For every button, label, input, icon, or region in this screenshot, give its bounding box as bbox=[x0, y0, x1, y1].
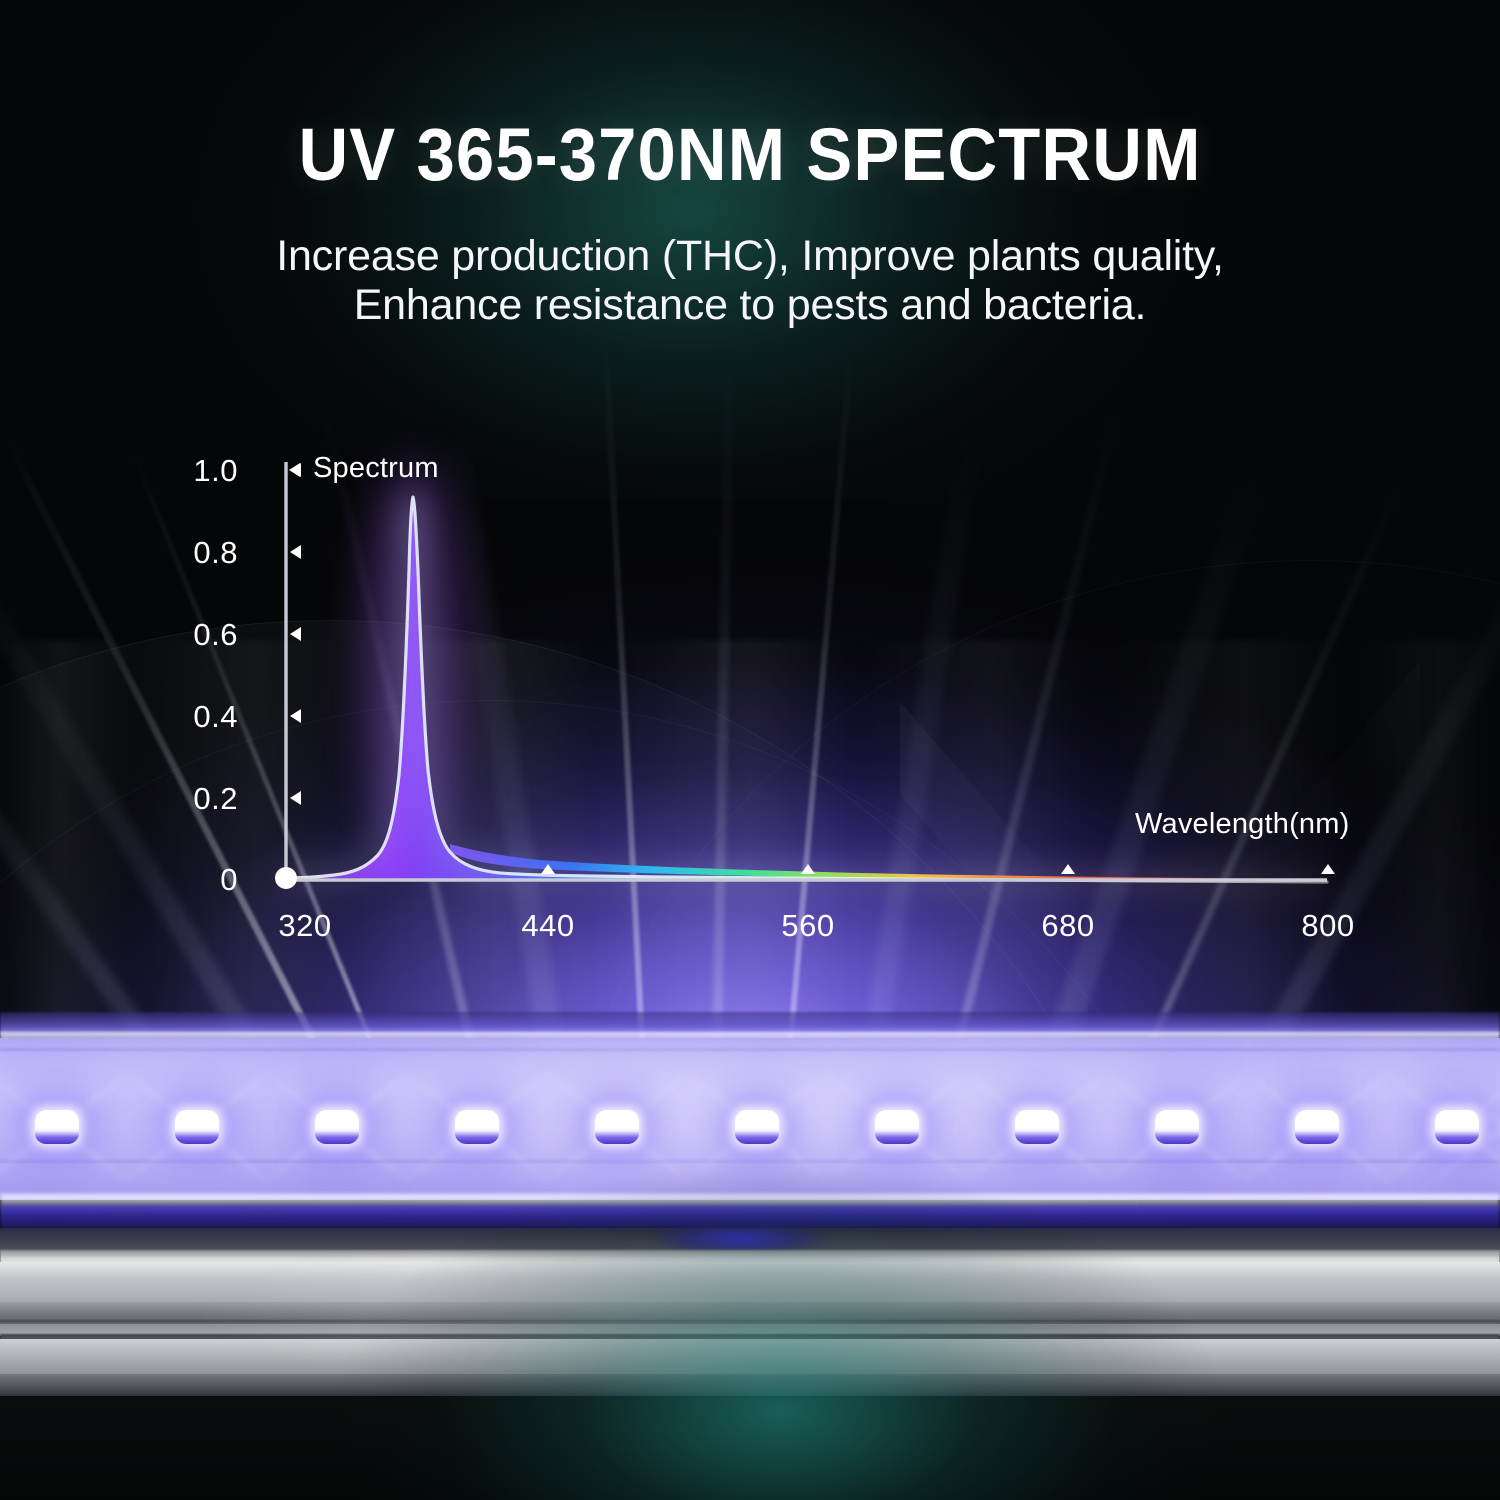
y-tick-label-0: 0 bbox=[220, 862, 238, 897]
x-tick-label-440: 440 bbox=[521, 908, 575, 943]
triangle-left-icon-y-0-6 bbox=[290, 627, 301, 641]
y-tick-label-0-6: 0.6 bbox=[193, 617, 238, 652]
uv-led-bar-fixture bbox=[0, 1012, 1500, 1234]
x-tick-label-800: 800 bbox=[1301, 908, 1355, 943]
circle-icon-origin bbox=[275, 867, 297, 889]
led-chip-7 bbox=[875, 1110, 919, 1144]
led-bar-groove-top bbox=[0, 1048, 1500, 1051]
x-tick-label-320: 320 bbox=[278, 908, 332, 943]
y-tick-label-0-2: 0.2 bbox=[193, 781, 238, 816]
y-tick-label-1-0: 1.0 bbox=[193, 453, 238, 488]
y-tick-label-0-8: 0.8 bbox=[193, 535, 238, 570]
triangle-left-icon-y-0-2 bbox=[290, 791, 301, 805]
y-tick-label-0-4: 0.4 bbox=[193, 699, 238, 734]
triangle-left-icon-y-0-8 bbox=[290, 545, 301, 559]
subtitle-line-1: Increase production (THC), Improve plant… bbox=[276, 232, 1224, 280]
led-chip-8 bbox=[1015, 1110, 1059, 1144]
triangle-up-icon-x-800 bbox=[1321, 864, 1335, 874]
page-title: UV 365-370NM SPECTRUM bbox=[298, 113, 1202, 196]
x-tick-label-680: 680 bbox=[1041, 908, 1095, 943]
page-subtitle: Increase production (THC), Improve plant… bbox=[0, 232, 1500, 330]
triangle-up-icon-x-440 bbox=[541, 864, 555, 874]
legend-label-spectrum: Spectrum bbox=[313, 452, 439, 484]
led-bar-top-shadow bbox=[0, 1012, 1500, 1034]
led-chip-2 bbox=[175, 1110, 219, 1144]
led-chip-9 bbox=[1155, 1110, 1199, 1144]
led-chip-1 bbox=[35, 1110, 79, 1144]
triangle-left-icon-legend bbox=[289, 463, 300, 477]
heatsink-sheen bbox=[0, 1250, 1500, 1378]
led-chip-10 bbox=[1295, 1110, 1339, 1144]
led-bar-top-edge bbox=[0, 1032, 1500, 1041]
triangle-left-icon-y-0-4 bbox=[290, 709, 301, 723]
spectrum-tail-band bbox=[450, 844, 1327, 882]
spectrum-curve-fill bbox=[285, 497, 1327, 882]
led-chip-4 bbox=[455, 1110, 499, 1144]
bottom-dark-area bbox=[0, 1396, 1500, 1500]
led-chip-6 bbox=[735, 1110, 779, 1144]
led-chip-11 bbox=[1435, 1110, 1479, 1144]
aluminum-heatsink bbox=[0, 1228, 1500, 1402]
x-tick-label-560: 560 bbox=[781, 908, 835, 943]
subtitle-line-2: Enhance resistance to pests and bacteria… bbox=[353, 281, 1147, 330]
triangle-up-icon-x-680 bbox=[1061, 864, 1075, 874]
triangle-up-icon-x-560 bbox=[801, 864, 815, 874]
led-chip-3 bbox=[315, 1110, 359, 1144]
led-chip-5 bbox=[595, 1110, 639, 1144]
x-axis-label: Wavelength(nm) bbox=[1135, 808, 1350, 840]
